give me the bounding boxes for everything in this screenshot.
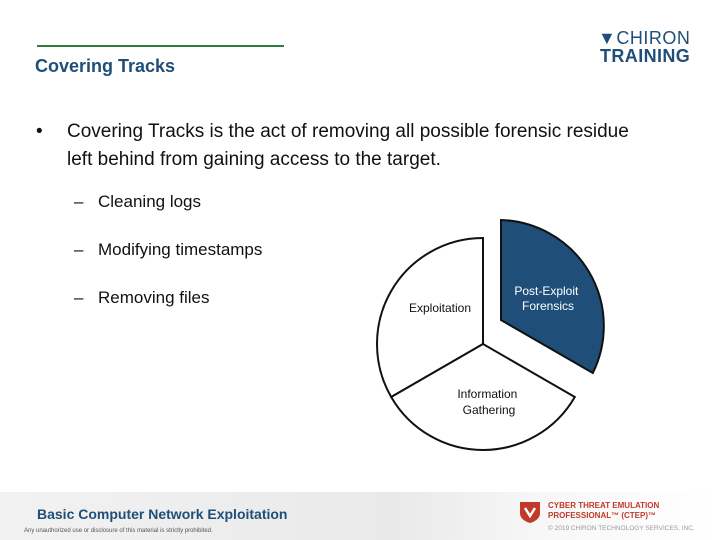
ctep-brand-line2: PROFESSIONAL™ (CTEP)™: [548, 511, 657, 520]
sub-bullet: – Modifying timestamps: [74, 240, 263, 259]
footer-disclaimer: Any unauthorized use or disclosure of th…: [24, 528, 213, 534]
bullet-dot-icon: •: [36, 121, 43, 142]
label-information-gathering-line1: Information: [457, 387, 517, 401]
segment-exploitation: [376, 236, 484, 399]
main-bullet-text: Covering Tracks is the act of removing a…: [67, 121, 629, 170]
label-post-exploit-line1: Post-Exploit: [514, 284, 579, 298]
sub-bullet: – Removing files: [74, 288, 210, 307]
sub-bullet-text: Removing files: [98, 288, 210, 307]
label-information-gathering: Information Gathering: [457, 387, 520, 417]
ctep-shield-icon: [520, 502, 540, 523]
sub-bullet-text: Modifying timestamps: [98, 240, 263, 259]
logo-line2: TRAINING: [600, 46, 691, 66]
chiron-training-logo: ▼CHIRON TRAINING: [598, 28, 698, 68]
label-exploitation: Exploitation: [409, 301, 471, 315]
segment-post-exploit-forensics: [500, 218, 605, 375]
ctep-brand-line1: CYBER THREAT EMULATION: [548, 501, 660, 510]
label-post-exploit-line2: Forensics: [522, 299, 574, 313]
footer-course-title: Basic Computer Network Exploitation: [37, 506, 288, 522]
sub-bullet-text: Cleaning logs: [98, 192, 202, 211]
main-bullet: • Covering Tracks is the act of removing…: [36, 118, 656, 174]
bullet-list: • Covering Tracks is the act of removing…: [36, 118, 656, 334]
logo-line1: CHIRON: [616, 28, 691, 48]
slide-title: Covering Tracks: [35, 56, 176, 76]
segment-information-gathering: [389, 342, 577, 452]
label-post-exploit-forensics: Post-Exploit Forensics: [514, 284, 581, 313]
copyright: © 2019 CHIRON TECHNOLOGY SERVICES, INC.: [548, 525, 695, 532]
cycle-diagram: Exploitation Information Gathering Post-…: [376, 218, 605, 452]
title-rule: [37, 45, 284, 47]
sub-bullet: – Cleaning logs: [74, 192, 202, 211]
chiron-mark-icon: ▼: [598, 28, 617, 48]
footer-band: [0, 492, 720, 540]
label-information-gathering-line2: Gathering: [463, 403, 516, 417]
